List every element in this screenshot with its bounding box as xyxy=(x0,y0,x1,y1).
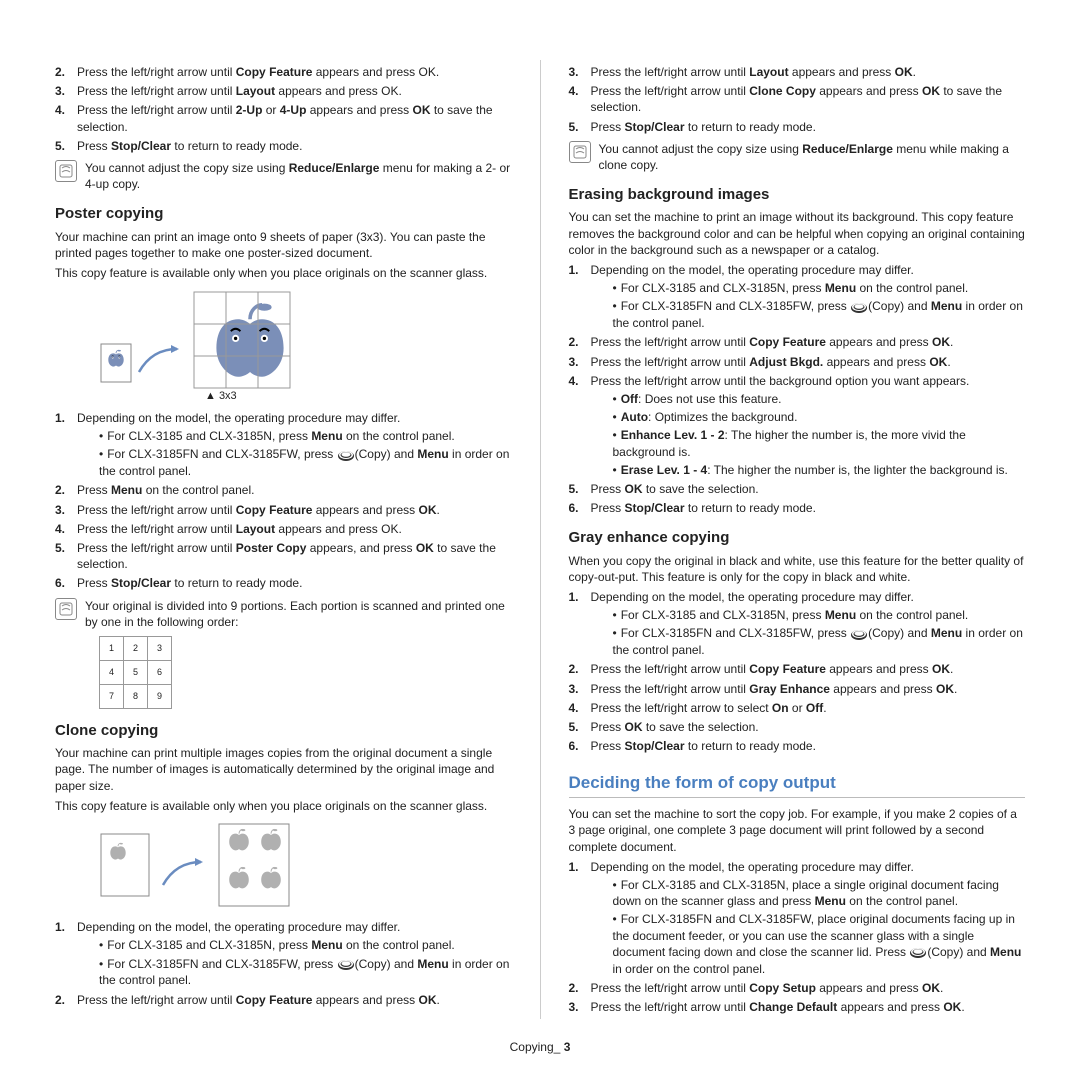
step: Press the left/right arrow until Poster … xyxy=(55,540,512,572)
sub-bullet: For CLX-3185 and CLX-3185N, press Menu o… xyxy=(77,428,512,444)
body-text: Your machine can print multiple images c… xyxy=(55,745,512,794)
step: Press the left/right arrow until Copy Fe… xyxy=(55,992,512,1008)
erase-steps: Depending on the model, the operating pr… xyxy=(569,262,1026,516)
step: Press the left/right arrow until Layout … xyxy=(55,521,512,537)
step: Press the left/right arrow until Layout … xyxy=(569,64,1026,80)
copy-icon xyxy=(337,956,355,972)
deciding-heading: Deciding the form of copy output xyxy=(569,772,1026,798)
body-text: This copy feature is available only when… xyxy=(55,265,512,281)
scan-order-grid: 123 456 789 xyxy=(99,636,172,709)
step: Press Menu on the control panel. xyxy=(55,482,512,498)
note-text: Your original is divided into 9 portions… xyxy=(85,598,512,630)
step: Press Stop/Clear to return to ready mode… xyxy=(569,738,1026,754)
top-steps: Press the left/right arrow until Layout … xyxy=(569,64,1026,135)
copy-icon xyxy=(909,945,927,961)
note-icon xyxy=(569,141,591,163)
copy-icon xyxy=(850,299,868,315)
sub-bullet: Enhance Lev. 1 - 2: The higher the numbe… xyxy=(591,427,1026,459)
sub-bullet: For CLX-3185FN and CLX-3185FW, press (Co… xyxy=(591,298,1026,331)
step: Press the left/right arrow until Copy Fe… xyxy=(569,334,1026,350)
sub-bullet: For CLX-3185 and CLX-3185N, press Menu o… xyxy=(591,607,1026,623)
note-icon xyxy=(55,598,77,620)
poster-steps: Depending on the model, the operating pr… xyxy=(55,410,512,592)
sub-bullet: For CLX-3185FN and CLX-3185FW, press (Co… xyxy=(591,625,1026,658)
figure-label: ▲ 3x3 xyxy=(205,389,512,404)
step: Press the left/right arrow until Copy Fe… xyxy=(55,64,512,80)
step: Depending on the model, the operating pr… xyxy=(569,262,1026,331)
step: Press OK to save the selection. xyxy=(569,719,1026,735)
note-text: You cannot adjust the copy size using Re… xyxy=(85,160,512,192)
right-column: Press the left/right arrow until Layout … xyxy=(540,60,1026,1019)
note-text: You cannot adjust the copy size using Re… xyxy=(599,141,1026,173)
sub-bullet: For CLX-3185 and CLX-3185N, place a sing… xyxy=(591,877,1026,909)
step: Press the left/right arrow until Copy Fe… xyxy=(55,502,512,518)
page-footer: Copying_ 3 xyxy=(55,1039,1025,1055)
step: Press Stop/Clear to return to ready mode… xyxy=(569,119,1026,135)
body-text: Your machine can print an image onto 9 s… xyxy=(55,229,512,261)
step: Press the left/right arrow until Layout … xyxy=(55,83,512,99)
clone-heading: Clone copying xyxy=(55,721,512,741)
sub-bullet: For CLX-3185 and CLX-3185N, press Menu o… xyxy=(591,280,1026,296)
note-box: You cannot adjust the copy size using Re… xyxy=(55,160,512,192)
deciding-steps: Depending on the model, the operating pr… xyxy=(569,859,1026,1015)
note-box: You cannot adjust the copy size using Re… xyxy=(569,141,1026,173)
left-column: Press the left/right arrow until Copy Fe… xyxy=(55,60,512,1019)
step: Press Stop/Clear to return to ready mode… xyxy=(55,575,512,591)
step: Press the left/right arrow until Adjust … xyxy=(569,354,1026,370)
body-text: This copy feature is available only when… xyxy=(55,798,512,814)
sub-bullet: Off: Does not use this feature. xyxy=(591,391,1026,407)
note-box: Your original is divided into 9 portions… xyxy=(55,598,512,630)
note-icon xyxy=(55,160,77,182)
gray-steps: Depending on the model, the operating pr… xyxy=(569,589,1026,754)
step: Depending on the model, the operating pr… xyxy=(569,859,1026,977)
clone-steps: Depending on the model, the operating pr… xyxy=(55,919,512,1008)
erase-heading: Erasing background images xyxy=(569,185,1026,205)
copy-icon xyxy=(337,447,355,463)
sub-bullet: For CLX-3185 and CLX-3185N, press Menu o… xyxy=(77,937,512,953)
sub-bullet: For CLX-3185FN and CLX-3185FW, press (Co… xyxy=(77,446,512,479)
sub-bullet: Erase Lev. 1 - 4: The higher the number … xyxy=(591,462,1026,478)
body-text: You can set the machine to print an imag… xyxy=(569,209,1026,258)
gray-heading: Gray enhance copying xyxy=(569,528,1026,548)
step: Press the left/right arrow until Change … xyxy=(569,999,1026,1015)
poster-figure: ▲ 3x3 xyxy=(99,289,512,404)
step: Depending on the model, the operating pr… xyxy=(569,589,1026,658)
step: Press Stop/Clear to return to ready mode… xyxy=(55,138,512,154)
step: Depending on the model, the operating pr… xyxy=(55,919,512,988)
step: Press OK to save the selection. xyxy=(569,481,1026,497)
step: Press the left/right arrow until the bac… xyxy=(569,373,1026,478)
sub-bullet: Auto: Optimizes the background. xyxy=(591,409,1026,425)
step: Press the left/right arrow until Gray En… xyxy=(569,681,1026,697)
step: Press Stop/Clear to return to ready mode… xyxy=(569,500,1026,516)
step: Press the left/right arrow to select On … xyxy=(569,700,1026,716)
step: Press the left/right arrow until Copy Se… xyxy=(569,980,1026,996)
step: Depending on the model, the operating pr… xyxy=(55,410,512,479)
step: Press the left/right arrow until Copy Fe… xyxy=(569,661,1026,677)
poster-heading: Poster copying xyxy=(55,204,512,224)
top-steps: Press the left/right arrow until Copy Fe… xyxy=(55,64,512,154)
sub-bullet: For CLX-3185FN and CLX-3185FW, place ori… xyxy=(591,911,1026,976)
sub-bullet: For CLX-3185FN and CLX-3185FW, press (Co… xyxy=(77,956,512,989)
copy-icon xyxy=(850,626,868,642)
clone-figure xyxy=(99,822,512,911)
step: Press the left/right arrow until 2-Up or… xyxy=(55,102,512,134)
step: Press the left/right arrow until Clone C… xyxy=(569,83,1026,115)
body-text: You can set the machine to sort the copy… xyxy=(569,806,1026,855)
body-text: When you copy the original in black and … xyxy=(569,553,1026,585)
